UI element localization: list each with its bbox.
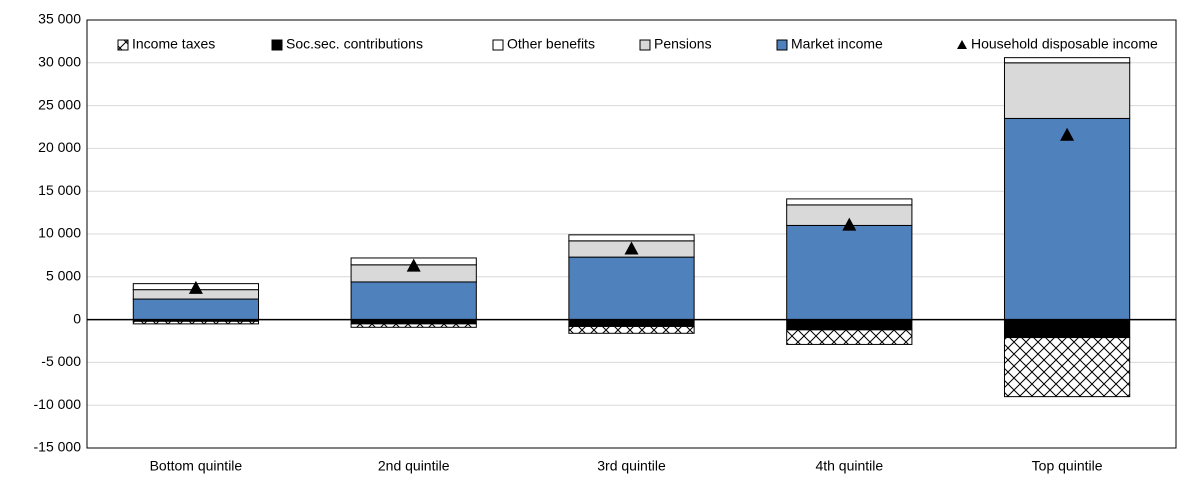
marker: [624, 241, 639, 255]
y-tick-label: -10 000: [34, 396, 82, 412]
legend-marker: [957, 40, 967, 49]
bar-segment: [786, 198, 913, 206]
bar-segment: [568, 256, 695, 321]
legend-label: Soc.sec. contributions: [286, 36, 423, 52]
y-tick-label: 5 000: [46, 268, 81, 284]
y-tick-label: 15 000: [38, 182, 81, 198]
legend-label: Household disposable income: [971, 36, 1158, 52]
bar-segment: [1003, 337, 1131, 398]
bar-segment: [568, 319, 695, 327]
y-tick-label: 20 000: [38, 139, 81, 155]
bar-segment: [132, 320, 260, 325]
legend-label: Income taxes: [132, 36, 215, 52]
bar-segment: [786, 319, 913, 331]
marker: [188, 280, 203, 294]
y-tick-label: 35 000: [38, 11, 81, 27]
x-tick-label: 4th quintile: [815, 458, 883, 474]
bar-segment: [1003, 117, 1131, 321]
x-tick-label: Bottom quintile: [150, 458, 243, 474]
legend-label: Pensions: [654, 36, 712, 52]
y-tick-label: -15 000: [34, 439, 82, 455]
bar-segment: [1003, 57, 1131, 64]
legend-swatch: [776, 39, 788, 51]
y-tick-label: 0: [73, 310, 81, 326]
legend-swatch: [271, 39, 283, 51]
bar-segment: [1003, 319, 1131, 339]
marker: [842, 217, 857, 231]
y-tick-label: 30 000: [38, 54, 81, 70]
marker: [1060, 127, 1075, 141]
x-tick-label: 2nd quintile: [378, 458, 450, 474]
legend-swatch: [639, 39, 651, 51]
bar-segment: [1003, 62, 1131, 119]
bar-segment: [568, 234, 695, 242]
legend-label: Market income: [791, 36, 883, 52]
bar-segment: [350, 281, 477, 321]
bar-segment: [786, 329, 913, 345]
plot-frame: [86, 19, 1177, 449]
bar-segment: [132, 298, 260, 321]
legend-label: Other benefits: [507, 36, 595, 52]
bar-segment: [786, 224, 913, 321]
x-tick-label: Top quintile: [1032, 458, 1103, 474]
bar-segment: [568, 325, 695, 334]
y-tick-label: 10 000: [38, 225, 81, 241]
legend-swatch: [117, 39, 129, 51]
marker: [406, 258, 421, 272]
y-tick-label: -5 000: [41, 353, 81, 369]
bar-segment: [350, 323, 477, 328]
x-tick-label: 3rd quintile: [597, 458, 666, 474]
legend-swatch: [492, 39, 504, 51]
y-tick-label: 25 000: [38, 96, 81, 112]
